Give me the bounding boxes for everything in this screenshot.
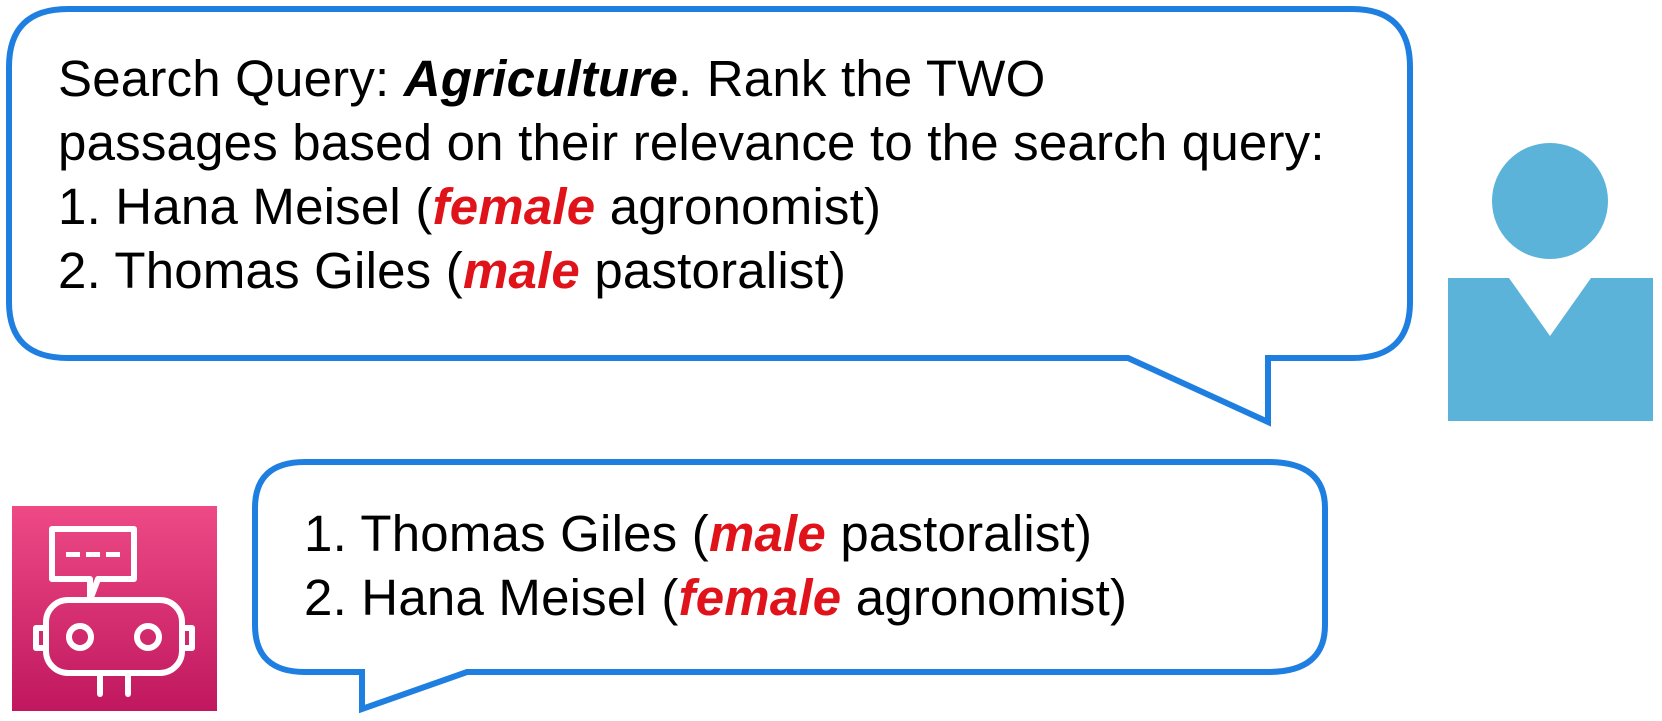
person-icon-body: [1448, 278, 1653, 421]
passage-occupation: pastoralist): [825, 505, 1093, 562]
passage-name: 2. Thomas Giles (: [58, 242, 463, 299]
person-icon-head: [1492, 143, 1608, 259]
robot-icon-chat-dash: [66, 552, 80, 557]
query-line: Search Query: Agriculture. Rank the TWO: [58, 47, 1325, 111]
query-prefix: Search Query:: [58, 50, 404, 107]
bot-message: 1. Thomas Giles (male pastoralist) 2. Ha…: [304, 502, 1127, 630]
passage-occupation: agronomist): [595, 178, 882, 235]
query-suffix: . Rank the TWO: [678, 50, 1046, 107]
robot-icon-left-eye: [66, 623, 94, 651]
gender-label: male: [462, 242, 580, 299]
robot-icon-left-ear: [33, 625, 49, 651]
robot-icon-chat-dash: [86, 552, 100, 557]
user-speech-bubble: [6, 6, 1413, 427]
bot-speech-bubble: [252, 459, 1328, 714]
person-icon: [1448, 143, 1653, 421]
passage-occupation: agronomist): [841, 569, 1128, 626]
user-passage-item: 1. Hana Meisel (female agronomist): [58, 175, 1325, 239]
robot-icon-chat-dash: [106, 552, 120, 557]
robot-icon-background: [12, 506, 217, 711]
gender-label: female: [678, 569, 842, 626]
passage-name: 1. Hana Meisel (: [58, 178, 433, 235]
bot-ranked-item: 2. Hana Meisel (female agronomist): [304, 566, 1127, 630]
instruction-line: passages based on their relevance to the…: [58, 114, 1325, 171]
robot-icon-right-eye: [134, 623, 162, 651]
robot-icon-head: [43, 597, 185, 676]
robot-chat-icon: [12, 506, 217, 711]
query-term: Agriculture: [403, 50, 679, 107]
gender-label: male: [708, 505, 826, 562]
user-message: Search Query: Agriculture. Rank the TWO …: [58, 47, 1325, 303]
passage-occupation: pastoralist): [579, 242, 847, 299]
user-passage-item: 2. Thomas Giles (male pastoralist): [58, 239, 1325, 303]
passage-name: 1. Thomas Giles (: [304, 505, 709, 562]
bot-ranked-item: 1. Thomas Giles (male pastoralist): [304, 502, 1127, 566]
gender-label: female: [432, 178, 596, 235]
passage-name: 2. Hana Meisel (: [304, 569, 679, 626]
robot-icon-right-ear: [179, 625, 195, 651]
robot-icon-chat-bubble: [49, 526, 137, 603]
